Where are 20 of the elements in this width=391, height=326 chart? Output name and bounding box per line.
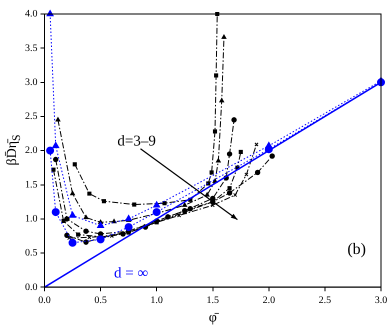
x-axis-title: φ̄: [208, 310, 220, 326]
y-tick-label: 2.0: [25, 145, 38, 156]
x-tick-label: 0.5: [94, 294, 107, 306]
y-tick-label: 0.0: [25, 282, 38, 293]
y-tick-label: 3.0: [25, 76, 38, 88]
annotation: d = ∞: [114, 265, 149, 282]
x-tick-label: 1.5: [206, 294, 219, 306]
x-tick-label: 3.0: [374, 294, 388, 306]
x-tick-label: 1.0: [150, 294, 163, 306]
x-tick-label: 2.5: [318, 294, 332, 306]
y-tick-label: 0.5: [25, 248, 38, 259]
x-tick-label: 2.0: [262, 294, 276, 306]
y-tick-label: 4.0: [25, 8, 38, 20]
y-tick-label: 1.5: [25, 179, 38, 190]
annotation: d=3–9: [117, 134, 156, 150]
y-tick-label: 2.5: [25, 111, 38, 122]
y-tick-label: 1.0: [25, 214, 38, 225]
x-tick-label: 0.0: [38, 294, 51, 306]
y-tick-label: 3.5: [25, 42, 38, 54]
annotation: (b): [347, 240, 366, 258]
